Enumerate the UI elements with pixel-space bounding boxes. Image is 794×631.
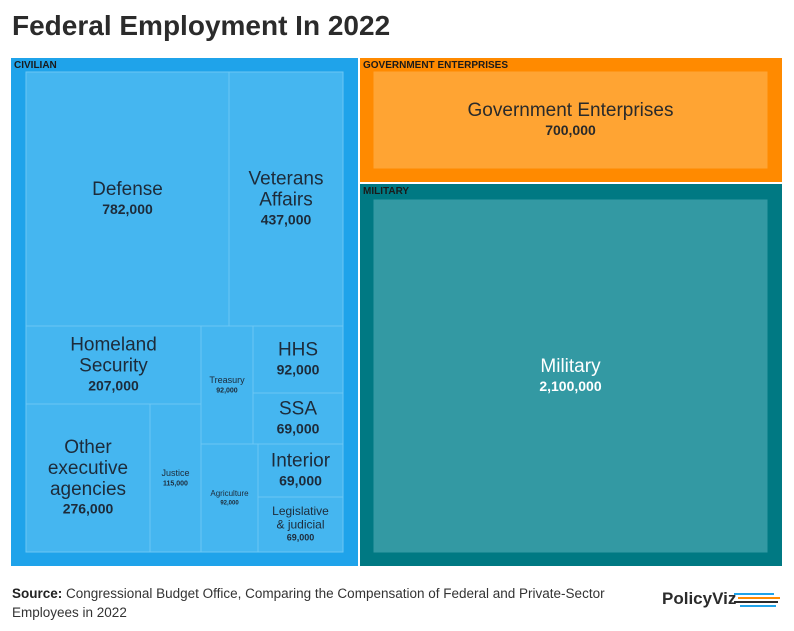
cell-interior (257, 443, 344, 498)
cell-homeland-security (25, 325, 202, 405)
policyviz-logo: PolicyViz (662, 589, 737, 608)
cell-veterans-affairs (228, 71, 344, 327)
cell-value-interior: 69,000 (279, 472, 322, 488)
cell-name-defense: Defense (92, 179, 163, 200)
cell-hhs (252, 325, 344, 394)
group-label-civilian: CIVILIAN (14, 60, 57, 71)
cell-name-government-enterprises: Government Enterprises (468, 100, 674, 121)
cell-value-legislative-and-judicial: 69,000 (287, 533, 315, 543)
cell-defense (25, 71, 230, 327)
cell-name-interior: Interior (271, 450, 331, 471)
source-label: Source: (12, 586, 63, 601)
cell-value-veterans-affairs: 437,000 (261, 211, 312, 227)
source-note: Source: Congressional Budget Office, Com… (12, 584, 642, 622)
group-label-government-enterprises: GOVERNMENT ENTERPRISES (363, 60, 508, 71)
group-label-military: MILITARY (363, 186, 409, 197)
source-text: Congressional Budget Office, Comparing t… (12, 586, 605, 620)
treemap-chart: CIVILIAN GOVERNMENT ENTERPRISES MILITARY De… (11, 58, 782, 566)
cell-name-legislative-and-judicial: Legislative & judicial (272, 504, 329, 531)
cell-value-military: 2,100,000 (539, 378, 601, 394)
cell-justice (149, 403, 202, 553)
cell-value-agriculture: 92,000 (220, 500, 239, 506)
cell-value-government-enterprises: 700,000 (545, 122, 596, 138)
cell-value-homeland-security: 207,000 (88, 377, 139, 393)
cell-value-ssa: 69,000 (277, 420, 320, 436)
cell-legislative-and-judicial (257, 496, 344, 553)
cell-value-justice: 115,000 (163, 480, 188, 487)
cell-value-treasury: 92,000 (216, 387, 238, 394)
cell-value-hhs: 92,000 (277, 361, 320, 377)
cell-value-defense: 782,000 (102, 201, 153, 217)
cell-military (373, 199, 768, 553)
cell-treasury (200, 325, 254, 445)
cell-value-other-executive-agencies: 276,000 (63, 501, 114, 517)
cell-government-enterprises (373, 71, 768, 169)
cell-agriculture (200, 443, 259, 553)
logo-stripes-icon (734, 593, 780, 607)
cell-name-military: Military (540, 356, 601, 377)
cell-name-agriculture: Agriculture (210, 489, 249, 498)
cell-name-veterans-affairs: Veterans Affairs (249, 168, 324, 210)
cell-name-ssa: SSA (279, 398, 317, 419)
cell-name-other-executive-agencies: Other executive agencies (48, 437, 128, 500)
cell-name-homeland-security: Homeland Security (70, 334, 157, 376)
cell-other-executive-agencies (25, 403, 151, 553)
cell-name-treasury: Treasury (209, 375, 245, 385)
cell-name-hhs: HHS (278, 339, 318, 360)
chart-title: Federal Employment In 2022 (12, 10, 391, 41)
cell-name-justice: Justice (161, 468, 189, 478)
